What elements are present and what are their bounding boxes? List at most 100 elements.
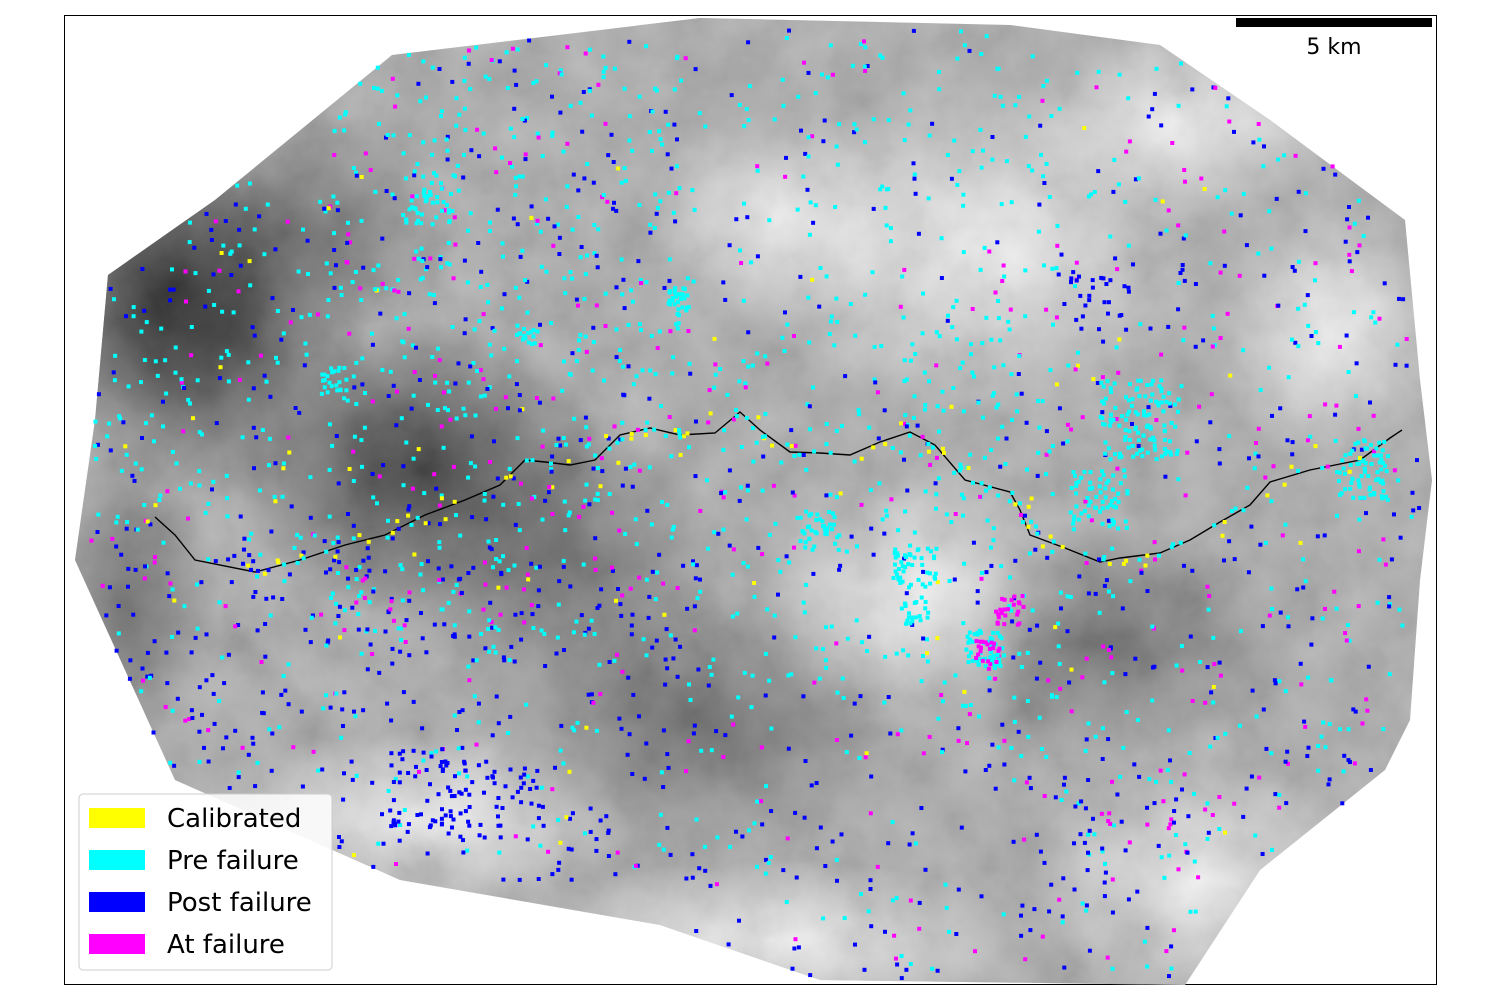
landslide-point-post [322,539,327,544]
landslide-point-at [1256,122,1261,126]
landslide-point-pre [925,615,930,620]
landslide-point-post [1038,123,1043,128]
landslide-point-post [952,577,957,582]
landslide-point-pre [955,56,960,61]
landslide-point-pre [587,47,592,52]
landslide-point-post [1410,490,1415,495]
landslide-point-calibrated [615,166,620,171]
landslide-point-pre [538,843,543,848]
landslide-point-pre [566,513,571,518]
landslide-point-pre [782,349,787,353]
landslide-point-pre [647,465,652,470]
landslide-point-at [1383,562,1388,567]
landslide-point-post [745,483,750,488]
landslide-point-pre [422,491,427,496]
landslide-point-post [1101,276,1106,281]
landslide-point-pre [562,276,567,281]
landslide-point-at [565,45,570,50]
landslide-point-post [200,712,204,717]
landslide-point-calibrated [1091,377,1096,382]
landslide-point-pre [486,539,491,544]
landslide-point-post [445,134,450,139]
landslide-point-post [433,819,438,824]
landslide-point-pre [117,414,122,419]
landslide-point-pre [654,88,659,93]
landslide-point-pre [325,374,330,379]
landslide-point-pre [1125,412,1130,417]
landslide-point-at [186,516,190,521]
landslide-point-at [1343,631,1348,636]
landslide-point-calibrated [359,175,364,179]
landslide-point-post [663,109,668,114]
landslide-point-post [546,490,551,495]
landslide-point-at [1116,370,1121,375]
landslide-point-pre [835,690,840,695]
landslide-point-pre [390,192,395,197]
landslide-point-post [654,638,659,643]
landslide-point-pre [1111,594,1115,599]
landslide-point-at [576,303,580,308]
landslide-point-post [391,383,396,388]
landslide-point-pre [675,300,680,305]
landslide-point-pre [1023,314,1028,319]
landslide-point-post [1293,340,1298,345]
landslide-point-at [362,595,367,600]
landslide-point-at [1084,561,1089,565]
landslide-point-pre [1098,477,1103,482]
landslide-point-pre [147,675,152,680]
landslide-point-pre [1166,728,1171,733]
landslide-point-pre [386,789,391,793]
landslide-point-post [1353,709,1358,714]
landslide-point-pre [515,47,520,52]
landslide-point-pre [497,850,502,855]
landslide-point-pre [430,355,435,359]
landslide-point-pre [754,440,759,445]
landslide-point-post [552,224,557,229]
landslide-point-post [664,627,669,632]
landslide-point-calibrated [496,585,501,590]
landslide-point-pre [1138,448,1143,453]
landslide-point-post [439,760,444,764]
landslide-point-post [627,732,632,737]
landslide-point-pre [424,267,428,272]
landslide-point-post [132,478,137,483]
landslide-point-post [251,741,256,746]
landslide-point-post [698,577,702,582]
landslide-point-post [760,822,765,827]
landslide-point-post [443,759,448,764]
landslide-point-post [1295,587,1300,592]
landslide-point-pre [823,527,828,532]
landslide-point-pre [665,502,670,507]
landslide-point-pre [1257,137,1262,142]
landslide-point-pre [601,69,606,74]
landslide-point-pre [454,513,458,518]
landslide-point-pre [235,183,240,188]
landslide-point-calibrated [838,491,843,496]
landslide-point-post [133,567,138,572]
landslide-point-at [535,218,540,223]
landslide-point-post [1038,660,1043,665]
landslide-point-pre [369,331,374,336]
landslide-point-pre [834,428,839,433]
landslide-point-pre [1122,468,1127,473]
landslide-point-pre [990,157,995,162]
landslide-point-at [953,512,958,516]
landslide-point-pre [482,492,487,496]
landslide-point-post [308,515,313,520]
landslide-point-at [1016,609,1021,614]
landslide-point-at [1286,761,1290,766]
landslide-point-post [1146,405,1151,410]
landslide-point-pre [454,416,459,421]
landslide-point-calibrated [598,484,603,489]
landslide-point-at [1344,638,1349,643]
landslide-point-post [415,813,420,817]
landslide-point-pre [114,520,119,525]
landslide-point-post [902,457,906,462]
landslide-point-pre [623,178,628,183]
landslide-point-pre [1125,489,1130,493]
landslide-point-pre [863,140,867,145]
landslide-point-pre [674,294,679,299]
landslide-point-pre [1348,486,1353,491]
landslide-point-pre [1161,394,1166,399]
landslide-point-pre [197,483,202,488]
